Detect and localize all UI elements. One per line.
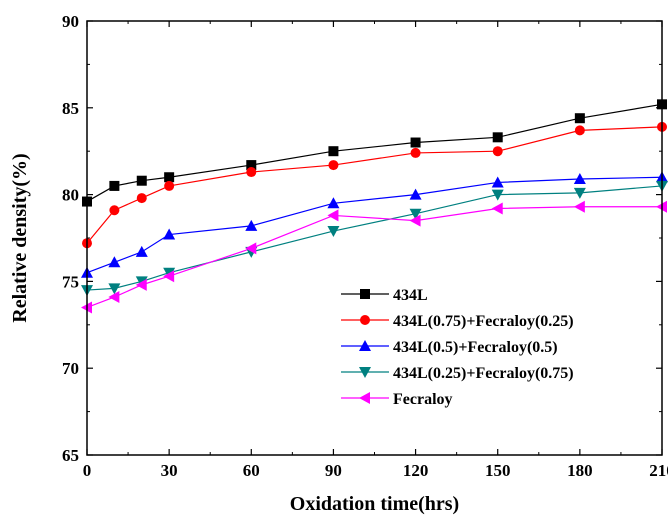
data-point-s0-7 xyxy=(492,132,503,143)
series-line-3 xyxy=(86,185,663,291)
data-point-s3-6 xyxy=(409,208,422,220)
y-tick-label: 90 xyxy=(62,12,79,31)
y-tick-label: 80 xyxy=(62,186,79,205)
x-tick-label: 180 xyxy=(567,461,593,480)
data-point-s4-5 xyxy=(327,209,339,222)
data-point-s0-4 xyxy=(246,160,257,171)
data-point-s4-1 xyxy=(108,291,120,304)
data-point-s4-8 xyxy=(573,200,585,213)
legend-label-3: 434L(0.25)+Fecraloy(0.75) xyxy=(393,365,574,382)
data-point-s2-4 xyxy=(245,219,258,231)
data-point-s3-1 xyxy=(108,283,121,295)
data-point-s0-3 xyxy=(164,172,175,183)
data-point-s3-8 xyxy=(573,187,586,199)
data-point-s2-7 xyxy=(491,176,504,188)
data-point-s1-3 xyxy=(164,180,175,191)
legend: 434L 434L(0.75)+Fecraloy(0.25) 434L(0.5)+F… xyxy=(341,287,574,408)
series-line-4 xyxy=(86,206,662,309)
data-point-s1-1 xyxy=(109,205,120,216)
x-axis-title: Oxidation time(hrs) xyxy=(290,493,459,515)
data-point-s2-3 xyxy=(163,228,176,240)
data-point-s2-5 xyxy=(327,197,340,209)
data-point-s1-4 xyxy=(246,167,257,178)
legend-label-0: 434L xyxy=(393,287,428,304)
series-lines xyxy=(86,103,663,309)
y-axis-title: Relative density(%) xyxy=(9,153,31,322)
data-point-s4-7 xyxy=(491,202,503,215)
legend-label-2: 434L(0.5)+Fecraloy(0.5) xyxy=(393,339,558,356)
series-line-1 xyxy=(86,126,663,244)
legend-label-1: 434L(0.75)+Fecraloy(0.25) xyxy=(393,313,574,330)
y-axis-title-group: Relative density(%) xyxy=(9,153,31,322)
series-line-0 xyxy=(86,103,663,203)
y-tick-label: 65 xyxy=(62,446,79,465)
data-point-s4-4 xyxy=(245,242,257,255)
x-tick-label: 120 xyxy=(403,461,429,480)
data-point-s3-5 xyxy=(327,226,340,238)
x-tick-label: 90 xyxy=(325,461,342,480)
data-point-s4-3 xyxy=(163,270,175,283)
series-line-2 xyxy=(86,176,663,274)
data-point-s2-2 xyxy=(135,245,148,257)
y-tick-label: 70 xyxy=(62,359,79,378)
x-tick-label: 0 xyxy=(83,461,92,480)
data-point-s0-1 xyxy=(109,180,120,191)
data-point-s1-5 xyxy=(328,160,339,171)
x-tick-label: 150 xyxy=(485,461,511,480)
data-point-s0-5 xyxy=(328,146,339,157)
data-point-s3-7 xyxy=(491,189,504,201)
data-point-s0-2 xyxy=(136,175,147,186)
data-point-s1-2 xyxy=(136,193,147,204)
x-tick-label: 60 xyxy=(243,461,260,480)
data-point-s2-6 xyxy=(409,188,422,200)
data-point-s4-6 xyxy=(409,214,421,227)
x-tick-label: 210 xyxy=(649,461,668,480)
y-tick-label: 85 xyxy=(62,99,79,118)
series-markers xyxy=(81,99,668,314)
legend-marker-3 xyxy=(359,367,371,378)
y-tick-label: 75 xyxy=(62,272,79,291)
data-point-s1-6 xyxy=(410,147,421,158)
data-point-s1-8 xyxy=(574,125,585,136)
data-point-s2-1 xyxy=(108,256,121,268)
plot-frame xyxy=(86,20,663,456)
legend-marker-2 xyxy=(359,340,371,351)
data-point-s0-6 xyxy=(410,137,421,148)
legend-label-4: Fecraloy xyxy=(393,391,453,408)
data-point-s0-8 xyxy=(574,113,585,124)
data-point-s1-7 xyxy=(492,146,503,157)
legend-marker-1 xyxy=(360,315,370,325)
data-point-s4-2 xyxy=(135,278,147,291)
x-tick-label: 30 xyxy=(161,461,178,480)
legend-marker-4 xyxy=(359,392,370,404)
axis-ticks: 0 30 60 90 120 150 180 210 65 70 75 80 85 90 xyxy=(62,12,668,480)
legend-marker-0 xyxy=(360,289,370,299)
data-point-s2-8 xyxy=(573,172,586,184)
